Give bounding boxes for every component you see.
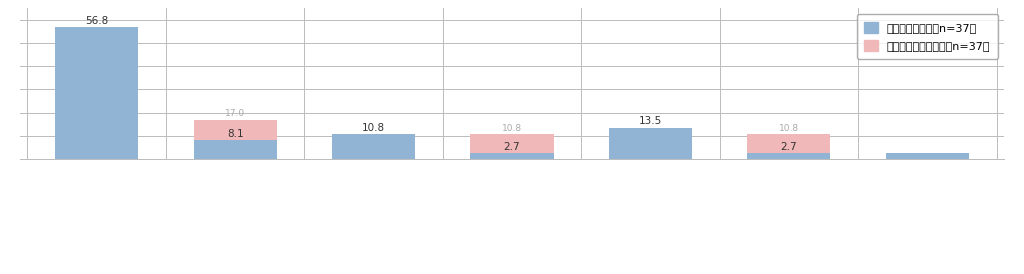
Bar bbox=[470, 134, 554, 159]
Bar bbox=[332, 134, 415, 159]
Bar bbox=[55, 27, 138, 159]
Bar bbox=[886, 153, 969, 159]
Bar bbox=[194, 119, 276, 159]
Text: 56.8: 56.8 bbox=[85, 16, 109, 26]
Text: 10.8: 10.8 bbox=[361, 123, 385, 133]
Text: 17.0: 17.0 bbox=[225, 109, 245, 118]
Bar bbox=[748, 134, 830, 159]
Bar bbox=[55, 27, 138, 159]
Text: 2.7: 2.7 bbox=[780, 141, 798, 152]
Bar bbox=[886, 153, 969, 159]
Bar bbox=[748, 153, 830, 159]
Bar bbox=[609, 128, 692, 159]
Bar bbox=[470, 153, 554, 159]
Text: 10.8: 10.8 bbox=[502, 124, 522, 133]
Text: 8.1: 8.1 bbox=[226, 129, 244, 139]
Text: 2.7: 2.7 bbox=[504, 141, 520, 152]
Legend: あてはまるもの（n=37）, 最もあてはまるもの（n=37）: あてはまるもの（n=37）, 最もあてはまるもの（n=37） bbox=[857, 14, 998, 59]
Text: 13.5: 13.5 bbox=[639, 116, 663, 127]
Bar bbox=[194, 140, 276, 159]
Text: 10.8: 10.8 bbox=[779, 124, 799, 133]
Bar bbox=[332, 134, 415, 159]
Bar bbox=[609, 128, 692, 159]
